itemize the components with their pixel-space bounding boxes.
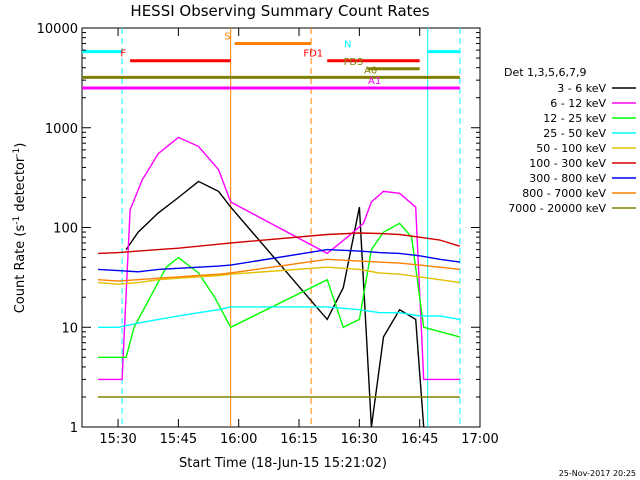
timestamp: 25-Nov-2017 20:25 <box>559 469 636 478</box>
x-axis-ticks: 15:30 15:45 16:00 16:15 16:30 16:45 17:00 <box>99 28 499 447</box>
legend-label-7: 800 - 7000 keV <box>522 187 606 200</box>
flag-label-FD1: FD1 <box>303 49 323 60</box>
series-line-7 <box>97 258 460 282</box>
series-line-4 <box>97 266 460 285</box>
series-line-2 <box>98 222 461 358</box>
legend-label-5: 100 - 300 keV <box>529 157 606 170</box>
flag-label-A0: A0 <box>364 65 377 76</box>
legend-label-0: 3 - 6 keV <box>557 82 606 95</box>
flag-label-F: F <box>120 49 126 60</box>
x-tick-label: 15:30 <box>99 432 136 447</box>
legend-label-1: 6 - 12 keV <box>550 97 606 110</box>
y-tick-label: 1 <box>70 421 78 436</box>
legend-title: Det 1,3,5,6,7,9 <box>504 66 587 79</box>
legend-label-3: 25 - 50 keV <box>543 127 606 140</box>
flag-label-S: S <box>224 31 230 42</box>
y-axis-ticks: 1 10 100 1000 10000 <box>37 22 480 436</box>
flag-label-A1: A1 <box>368 76 381 87</box>
series-line-3 <box>98 306 461 328</box>
y-tick-label: 100 <box>53 222 78 237</box>
y-tick-label: 1000 <box>45 122 78 137</box>
chart-title: HESSI Observing Summary Count Rates <box>130 2 429 20</box>
x-axis-label: Start Time (18-Jun-15 15:21:02) <box>179 456 387 471</box>
legend: 3 - 6 keV 6 - 12 keV 12 - 25 keV 25 - 50 ke… <box>508 82 636 215</box>
x-tick-label: 17:00 <box>461 432 498 447</box>
series-line-1 <box>98 136 460 381</box>
plot-content <box>97 28 461 428</box>
legend-label-6: 300 - 800 keV <box>529 172 606 185</box>
x-tick-label: 16:45 <box>401 432 438 447</box>
y-axis-label: Count Rate (s-1 detector-1) <box>12 143 28 314</box>
legend-label-4: 50 - 100 keV <box>536 142 606 155</box>
x-tick-label: 16:30 <box>341 432 378 447</box>
series-line-6 <box>97 248 460 273</box>
y-tick-label: 10000 <box>37 22 78 37</box>
y-tick-label: 10 <box>61 321 78 336</box>
x-tick-label: 16:15 <box>280 432 317 447</box>
flag-label-N: N <box>344 40 351 51</box>
series-line-5 <box>97 232 461 255</box>
legend-label-2: 12 - 25 keV <box>543 112 606 125</box>
flag-label-FD3: FD3 <box>344 57 364 68</box>
x-tick-label: 16:00 <box>220 432 257 447</box>
series-line-0 <box>125 180 425 428</box>
x-tick-label: 15:45 <box>160 432 197 447</box>
legend-label-8: 7000 - 20000 keV <box>508 202 606 215</box>
